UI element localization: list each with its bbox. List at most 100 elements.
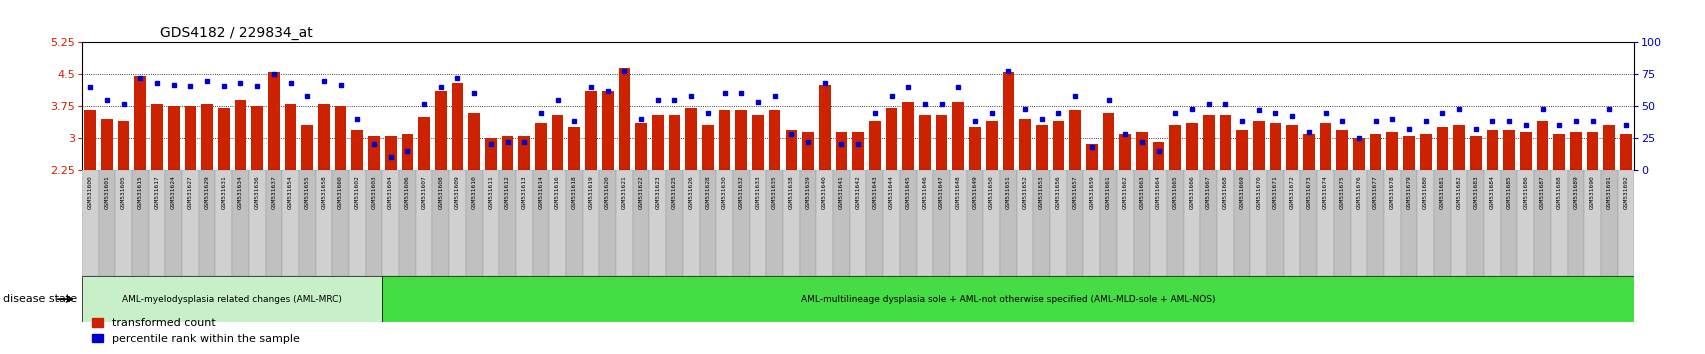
Text: GSM531653: GSM531653 <box>1038 175 1043 209</box>
Bar <box>769 110 781 170</box>
Bar <box>184 106 196 170</box>
Bar <box>1101 113 1113 170</box>
Bar <box>668 115 680 170</box>
Bar <box>1536 121 1548 170</box>
Bar <box>885 108 897 170</box>
Bar <box>1016 170 1033 276</box>
Bar <box>1569 132 1581 170</box>
Bar <box>1599 170 1616 276</box>
Text: GSM531691: GSM531691 <box>1606 175 1611 209</box>
Bar <box>285 104 297 170</box>
Bar <box>215 170 232 276</box>
Bar <box>783 170 800 276</box>
Text: GSM531635: GSM531635 <box>772 175 777 209</box>
Bar <box>1434 170 1449 276</box>
Text: GSM531690: GSM531690 <box>1589 175 1594 209</box>
Text: GSM531604: GSM531604 <box>389 175 392 209</box>
Bar <box>365 170 382 276</box>
Text: GSM531676: GSM531676 <box>1355 175 1361 209</box>
Bar <box>1533 170 1550 276</box>
Bar <box>82 170 99 276</box>
Bar <box>431 170 448 276</box>
Text: GSM531611: GSM531611 <box>488 175 493 209</box>
Bar <box>167 106 179 170</box>
Bar <box>651 115 663 170</box>
Bar <box>967 170 982 276</box>
Bar <box>849 170 866 276</box>
Bar <box>1033 170 1050 276</box>
Bar <box>1586 132 1598 170</box>
Bar <box>435 91 447 170</box>
Bar <box>251 106 263 170</box>
Bar <box>84 110 95 170</box>
Bar <box>1118 134 1130 170</box>
Text: GSM531689: GSM531689 <box>1572 175 1577 209</box>
Text: GSM531634: GSM531634 <box>237 175 242 209</box>
Text: GSM531619: GSM531619 <box>588 175 593 209</box>
Text: GSM531644: GSM531644 <box>888 175 893 209</box>
Text: GSM531612: GSM531612 <box>505 175 510 209</box>
Bar <box>1303 134 1315 170</box>
Text: GSM531631: GSM531631 <box>222 175 227 209</box>
Text: GSM531688: GSM531688 <box>1557 175 1560 209</box>
Bar <box>1320 123 1330 170</box>
Text: GSM531682: GSM531682 <box>1456 175 1461 209</box>
Bar <box>1050 170 1066 276</box>
Bar <box>1066 170 1083 276</box>
Bar <box>633 170 650 276</box>
Bar <box>1149 170 1166 276</box>
Bar <box>682 170 699 276</box>
Bar <box>218 108 230 170</box>
Bar <box>235 100 246 170</box>
Bar <box>198 170 215 276</box>
Text: GSM531625: GSM531625 <box>672 175 677 209</box>
Bar <box>399 170 416 276</box>
Text: GSM531667: GSM531667 <box>1205 175 1211 209</box>
Bar <box>131 170 148 276</box>
Bar <box>401 134 413 170</box>
Bar <box>832 170 849 276</box>
Text: GSM531628: GSM531628 <box>704 175 709 209</box>
Bar <box>1018 119 1030 170</box>
Text: GSM531636: GSM531636 <box>254 175 259 209</box>
Bar <box>650 170 665 276</box>
Bar <box>268 72 280 170</box>
Bar <box>1417 170 1434 276</box>
Text: GSM531626: GSM531626 <box>689 175 694 209</box>
Bar <box>801 132 813 170</box>
Bar <box>298 170 315 276</box>
Bar <box>249 170 266 276</box>
Bar <box>916 170 933 276</box>
Text: GSM531683: GSM531683 <box>1473 175 1478 209</box>
Text: GSM531637: GSM531637 <box>271 175 276 209</box>
Bar <box>1419 134 1430 170</box>
Bar <box>1517 170 1533 276</box>
Bar <box>518 136 530 170</box>
Bar <box>1485 130 1497 170</box>
Text: GSM531620: GSM531620 <box>605 175 610 209</box>
Text: GSM531641: GSM531641 <box>839 175 844 209</box>
Bar <box>1603 125 1615 170</box>
Bar <box>685 108 697 170</box>
Text: GSM531673: GSM531673 <box>1306 175 1311 209</box>
Bar <box>1402 136 1413 170</box>
Bar <box>951 102 963 170</box>
Bar <box>1236 130 1246 170</box>
Bar <box>302 125 314 170</box>
Bar <box>699 170 716 276</box>
Text: GSM531600: GSM531600 <box>87 175 92 209</box>
Bar <box>817 170 832 276</box>
Bar <box>985 121 997 170</box>
Text: GSM531623: GSM531623 <box>655 175 660 209</box>
Text: GSM531616: GSM531616 <box>554 175 559 209</box>
Text: GSM531602: GSM531602 <box>355 175 360 209</box>
Bar <box>82 276 382 322</box>
Text: GSM531657: GSM531657 <box>1072 175 1078 209</box>
Text: GSM531659: GSM531659 <box>1089 175 1093 209</box>
Text: GSM531640: GSM531640 <box>822 175 827 209</box>
Bar <box>1550 170 1567 276</box>
Bar <box>1086 144 1096 170</box>
Bar <box>1216 170 1233 276</box>
Bar <box>598 170 616 276</box>
Bar <box>1284 170 1299 276</box>
